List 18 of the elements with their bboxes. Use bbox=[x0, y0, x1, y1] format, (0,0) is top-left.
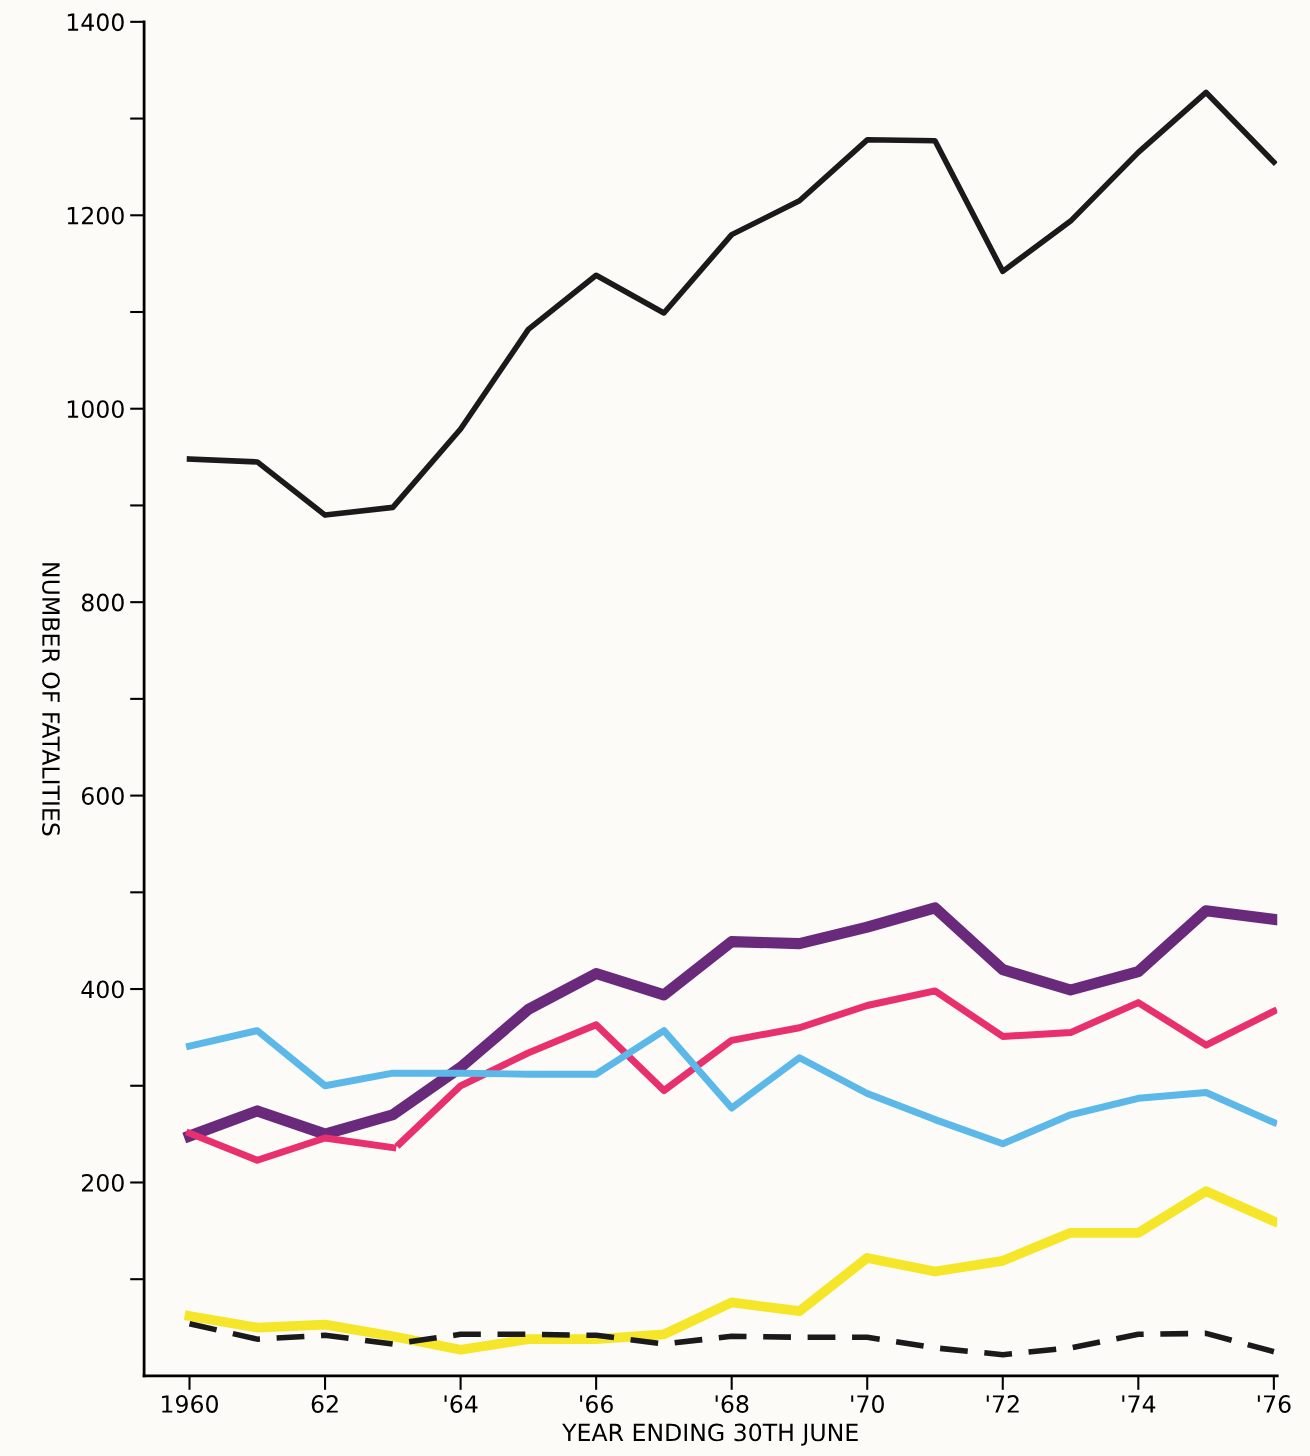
y-tick-label: 1200 bbox=[67, 206, 124, 225]
x-tick-label: '74 bbox=[1122, 1395, 1156, 1413]
y-axis-title: NUMBER OF FATALITIES bbox=[42, 563, 60, 836]
y-tick-label: 800 bbox=[81, 593, 124, 612]
y-tick-label: 600 bbox=[81, 787, 124, 805]
x-tick-label: '64 bbox=[444, 1395, 478, 1413]
y-tick-label: 1400 bbox=[67, 13, 124, 32]
y-tick-label: 1000 bbox=[67, 400, 124, 419]
x-tick-label: '70 bbox=[851, 1395, 884, 1413]
x-tick-label: '68 bbox=[715, 1395, 749, 1413]
x-tick-label: 1960 bbox=[162, 1395, 218, 1413]
x-tick-label: '66 bbox=[580, 1395, 613, 1413]
y-tick-label: 400 bbox=[81, 980, 124, 999]
x-tick-label: '76 bbox=[1257, 1395, 1291, 1413]
y-tick-label: 200 bbox=[82, 1173, 124, 1192]
x-tick-label: '72 bbox=[986, 1395, 1019, 1413]
x-axis-title: YEAR ENDING 30TH JUNE bbox=[562, 1423, 858, 1446]
x-tick-label: 62 bbox=[311, 1395, 338, 1413]
